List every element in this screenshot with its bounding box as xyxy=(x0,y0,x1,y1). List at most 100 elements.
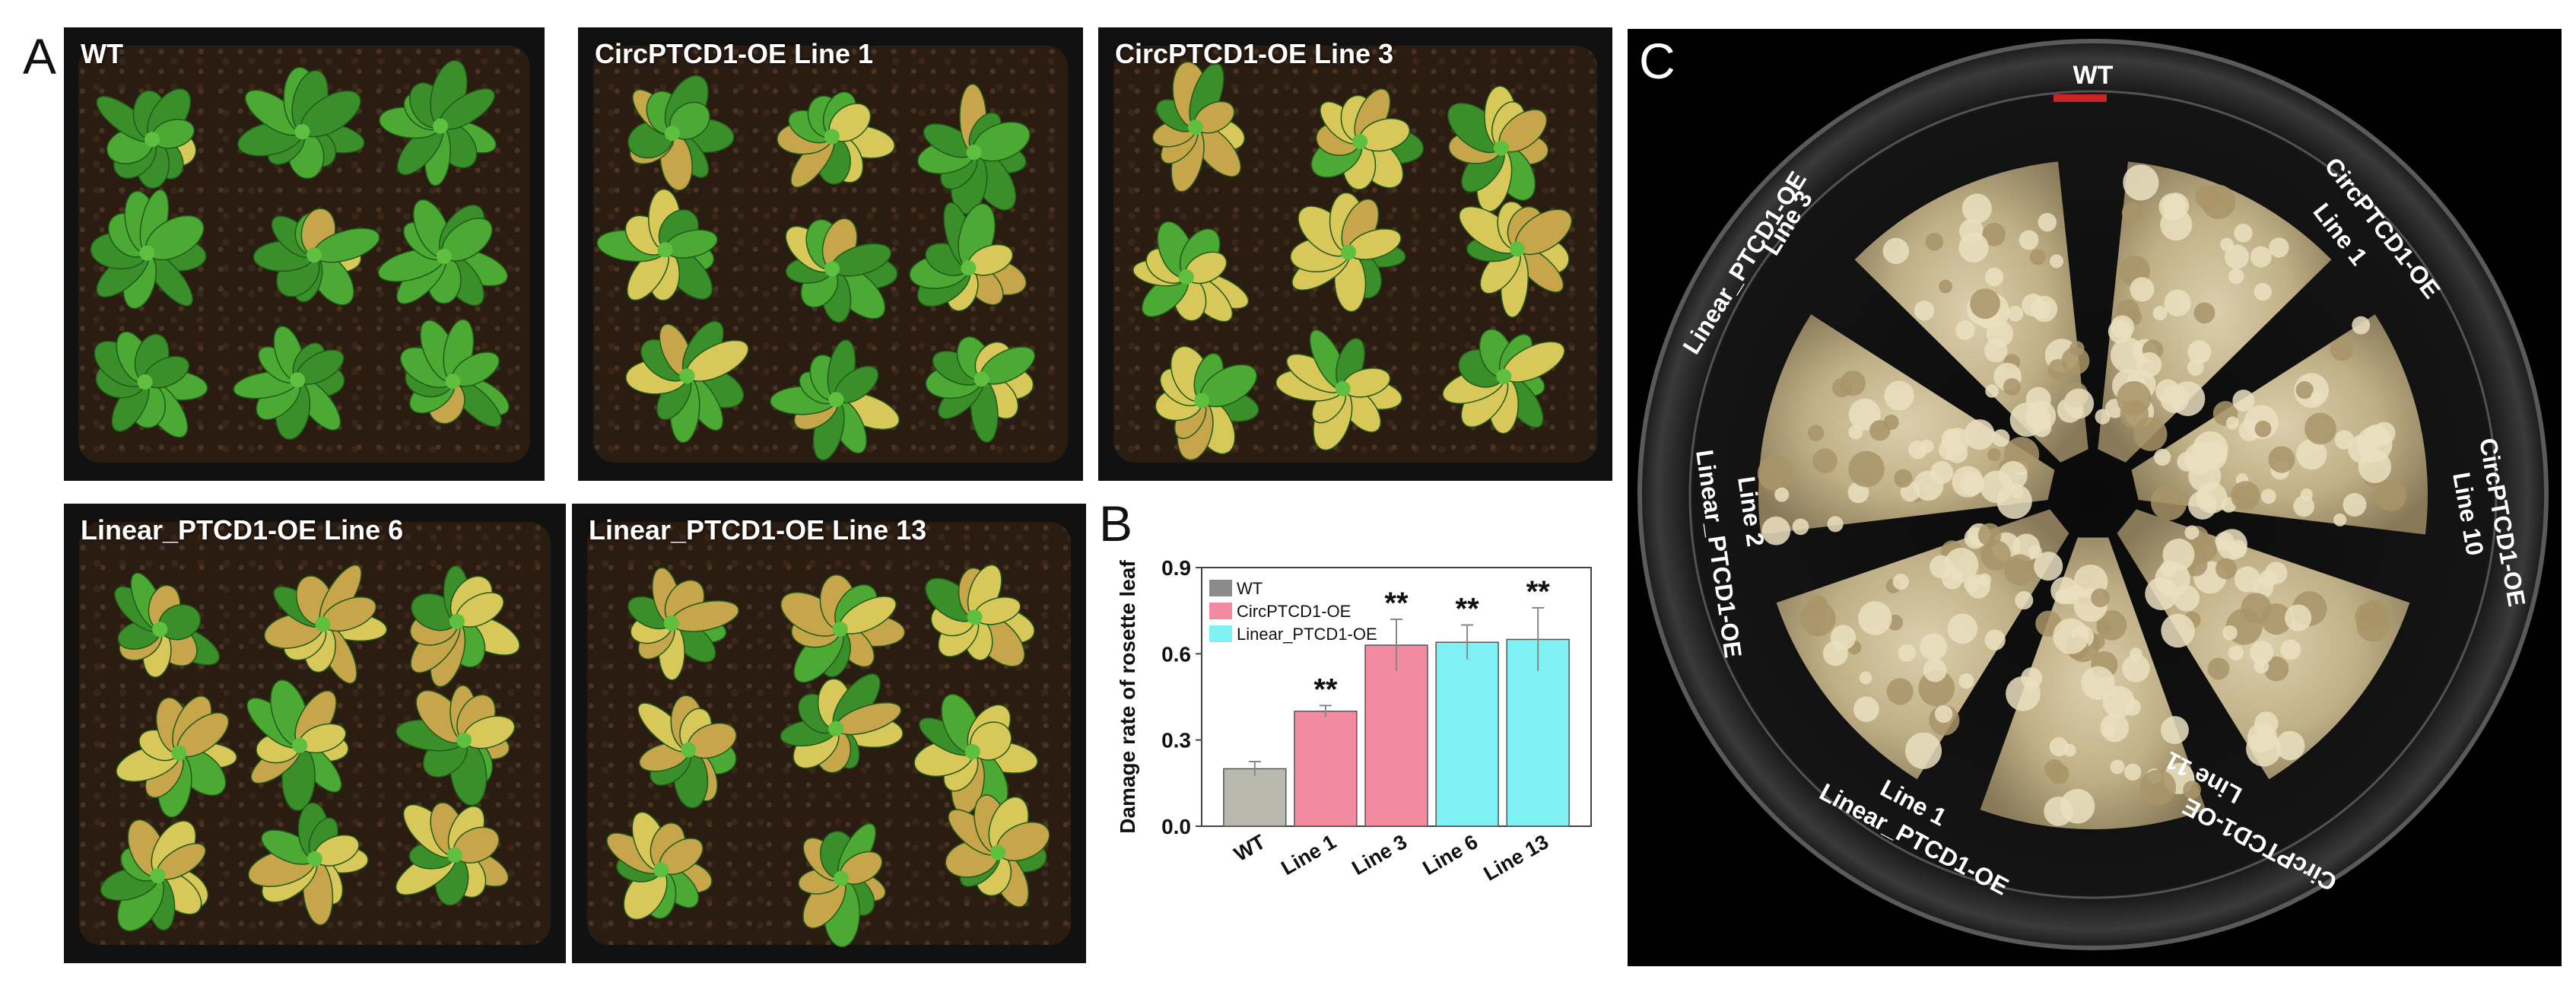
callus-clump xyxy=(2215,531,2235,552)
rosette-center xyxy=(664,126,680,142)
rosette-center xyxy=(828,720,844,736)
callus-clump xyxy=(1884,380,1914,411)
callus-clump xyxy=(2231,481,2260,510)
petri-dish-photo: WT CircPTCD1-OE Line 1 CircPTCD1-OE Line… xyxy=(1628,29,2562,966)
callus-clump xyxy=(2028,545,2042,559)
rosette xyxy=(945,794,1050,908)
callus-clump xyxy=(2015,591,2034,610)
callus-clump xyxy=(2250,246,2272,268)
callus-clump xyxy=(1965,473,1979,488)
callus-clump xyxy=(2107,319,2133,344)
callus-clump xyxy=(2029,249,2046,266)
panel-letter-c: C xyxy=(1639,33,1676,89)
photo-circ-line1: CircPTCD1-OE Line 1 xyxy=(578,27,1083,481)
plant-cluster xyxy=(1132,61,1573,461)
rosette xyxy=(233,326,345,441)
rosette xyxy=(785,218,898,323)
rosette-center xyxy=(961,260,977,276)
callus-clump xyxy=(2361,600,2389,627)
callus-clump xyxy=(2187,340,2212,364)
x-tick-label: Line 6 xyxy=(1419,830,1482,879)
callus-clump xyxy=(1757,456,1793,491)
significance-label: ** xyxy=(1313,673,1338,706)
callus-clump xyxy=(2160,208,2193,241)
rosette xyxy=(246,679,349,812)
rosette xyxy=(1132,221,1250,323)
callus-clump xyxy=(1984,339,2008,363)
rosette-center xyxy=(449,613,465,629)
y-tick-label: 0.0 xyxy=(1161,815,1191,838)
callus-clump xyxy=(1905,732,1942,769)
rosette xyxy=(409,565,520,688)
rosette xyxy=(395,802,509,906)
panel-letter-b: B xyxy=(1099,495,1133,552)
callus-clump xyxy=(2160,716,2189,745)
rosette xyxy=(96,88,197,189)
plant-cluster xyxy=(606,564,1050,948)
callus-clump xyxy=(2154,448,2171,466)
rosette xyxy=(627,567,739,681)
rosette xyxy=(1310,88,1425,190)
rosette xyxy=(1151,61,1246,192)
rosette xyxy=(94,331,208,438)
rosette xyxy=(1155,345,1259,461)
rosette-center xyxy=(137,374,153,390)
rosette xyxy=(916,83,1031,215)
callus-clump xyxy=(2117,380,2152,416)
callus-clump xyxy=(1800,601,1836,637)
rosette-center xyxy=(824,261,840,277)
callus-clump xyxy=(1894,469,1913,488)
rosette xyxy=(1459,201,1573,318)
callus-clump xyxy=(2095,409,2111,425)
rosette xyxy=(395,685,516,806)
callus-clump xyxy=(1939,279,1952,294)
y-tick-label: 0.3 xyxy=(1161,729,1191,752)
rosette xyxy=(1275,329,1403,451)
callus-clump xyxy=(1898,644,1916,662)
photo-label: CircPTCD1-OE Line 3 xyxy=(1115,38,1394,69)
rosette-center xyxy=(433,118,449,134)
callus-clump xyxy=(2201,184,2236,219)
rosette xyxy=(925,564,1035,667)
callus-clump xyxy=(2197,440,2228,471)
callus-clump xyxy=(1883,414,1899,431)
callus-clump xyxy=(1914,301,1935,321)
callus-clump xyxy=(2091,588,2110,608)
callus-clump xyxy=(2358,450,2392,483)
callus-clump xyxy=(2123,698,2141,716)
plate-label-wt: WT xyxy=(2073,61,2114,90)
callus-clump xyxy=(2311,390,2325,404)
callus-clump xyxy=(1858,601,1892,635)
callus-clump xyxy=(1955,320,1975,340)
rosette-center xyxy=(1335,380,1351,396)
callus-clump xyxy=(1970,288,2000,320)
callus-clump xyxy=(1934,705,1953,724)
callus-clump xyxy=(2284,604,2312,631)
legend-swatch xyxy=(1209,625,1232,642)
callus-clump xyxy=(1958,232,1989,263)
callus-clump xyxy=(2060,788,2095,824)
callus-clump xyxy=(2250,641,2274,665)
callus-clump xyxy=(1848,425,1863,440)
legend-swatch xyxy=(1209,580,1232,596)
y-axis-label: Damage rate of rosette leaf xyxy=(1116,560,1139,834)
x-tick-label: Line 1 xyxy=(1277,830,1340,879)
rosette-center xyxy=(679,368,695,384)
callus-clump xyxy=(2264,561,2288,584)
plate-marker xyxy=(2053,94,2107,102)
callus-clump xyxy=(2048,763,2069,784)
photo-circ-line3: CircPTCD1-OE Line 3 xyxy=(1098,27,1612,481)
callus-clump xyxy=(1998,461,2028,490)
callus-clump xyxy=(2162,538,2195,571)
legend-label: Linear_PTCD1-OE xyxy=(1237,625,1377,644)
callus-clump xyxy=(2188,490,2217,520)
callus-clump xyxy=(1958,673,1974,689)
callus-clump xyxy=(1827,516,1844,533)
callus-clump xyxy=(1792,518,1809,536)
callus-clump xyxy=(2263,656,2289,682)
callus-clump xyxy=(1761,516,1791,545)
callus-clump xyxy=(2152,306,2168,321)
rosette xyxy=(247,802,369,926)
callus-clump xyxy=(1964,419,1995,450)
rosette-center xyxy=(290,372,306,388)
